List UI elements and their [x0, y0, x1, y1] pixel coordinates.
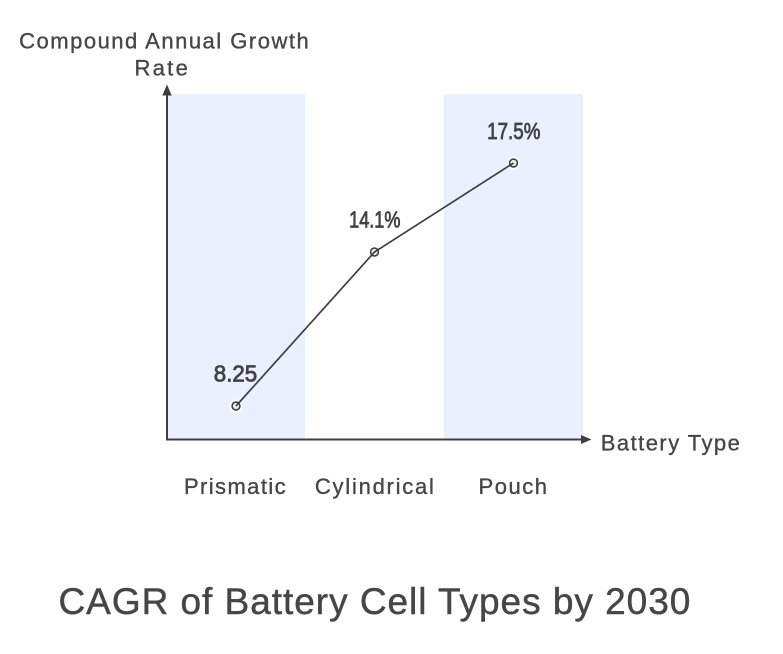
svg-text:17.5%: 17.5%: [487, 118, 540, 145]
svg-text:8.25: 8.25: [214, 360, 257, 387]
svg-text:Pouch: Pouch: [479, 474, 549, 499]
svg-text:14.1%: 14.1%: [349, 207, 400, 233]
svg-text:Compound Annual Growth: Compound Annual Growth: [19, 29, 310, 54]
svg-text:CAGR of Battery Cell Types by: CAGR of Battery Cell Types by 2030: [58, 581, 691, 622]
svg-text:Prismatic: Prismatic: [184, 474, 287, 499]
svg-text:Battery Type: Battery Type: [601, 431, 742, 456]
svg-text:Rate: Rate: [134, 56, 190, 81]
svg-text:Cylindrical: Cylindrical: [315, 474, 436, 499]
